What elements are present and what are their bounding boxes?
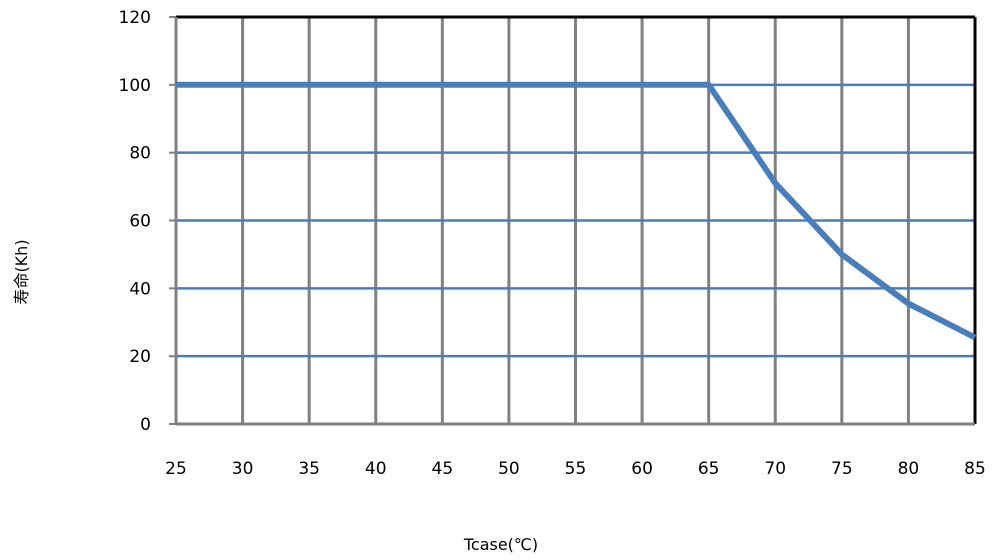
x-tick-label: 25 <box>165 459 187 479</box>
x-tick-label: 60 <box>631 459 653 479</box>
x-tick-label: 30 <box>232 459 254 479</box>
y-tick-label: 60 <box>129 212 151 232</box>
x-tick-label: 45 <box>432 459 454 479</box>
x-axis-label: Tcase(℃) <box>463 535 538 554</box>
y-tick-label: 100 <box>119 76 151 96</box>
y-tick-label: 120 <box>119 8 151 28</box>
y-tick-label: 80 <box>129 144 151 164</box>
x-tick-label: 35 <box>298 459 320 479</box>
series-group <box>175 81 977 341</box>
x-tick-labels: 25 30 35 40 45 50 55 60 65 70 75 80 85 <box>165 459 986 479</box>
x-tick-label: 65 <box>698 459 720 479</box>
x-tick-label: 85 <box>964 459 986 479</box>
y-tick-labels: 0 20 40 60 80 100 120 <box>119 8 151 435</box>
x-tick-label: 70 <box>764 459 786 479</box>
x-tick-label: 55 <box>565 459 587 479</box>
y-tick-marks <box>169 16 176 425</box>
y-tick-label: 0 <box>140 415 151 435</box>
y-tick-label: 40 <box>129 279 151 299</box>
y-axis-label: 寿命(Kh) <box>12 239 31 304</box>
x-tick-label: 50 <box>498 459 520 479</box>
x-tick-label: 75 <box>831 459 853 479</box>
y-tick-label: 20 <box>129 347 151 367</box>
x-tick-label: 40 <box>365 459 387 479</box>
x-tick-label: 80 <box>898 459 920 479</box>
